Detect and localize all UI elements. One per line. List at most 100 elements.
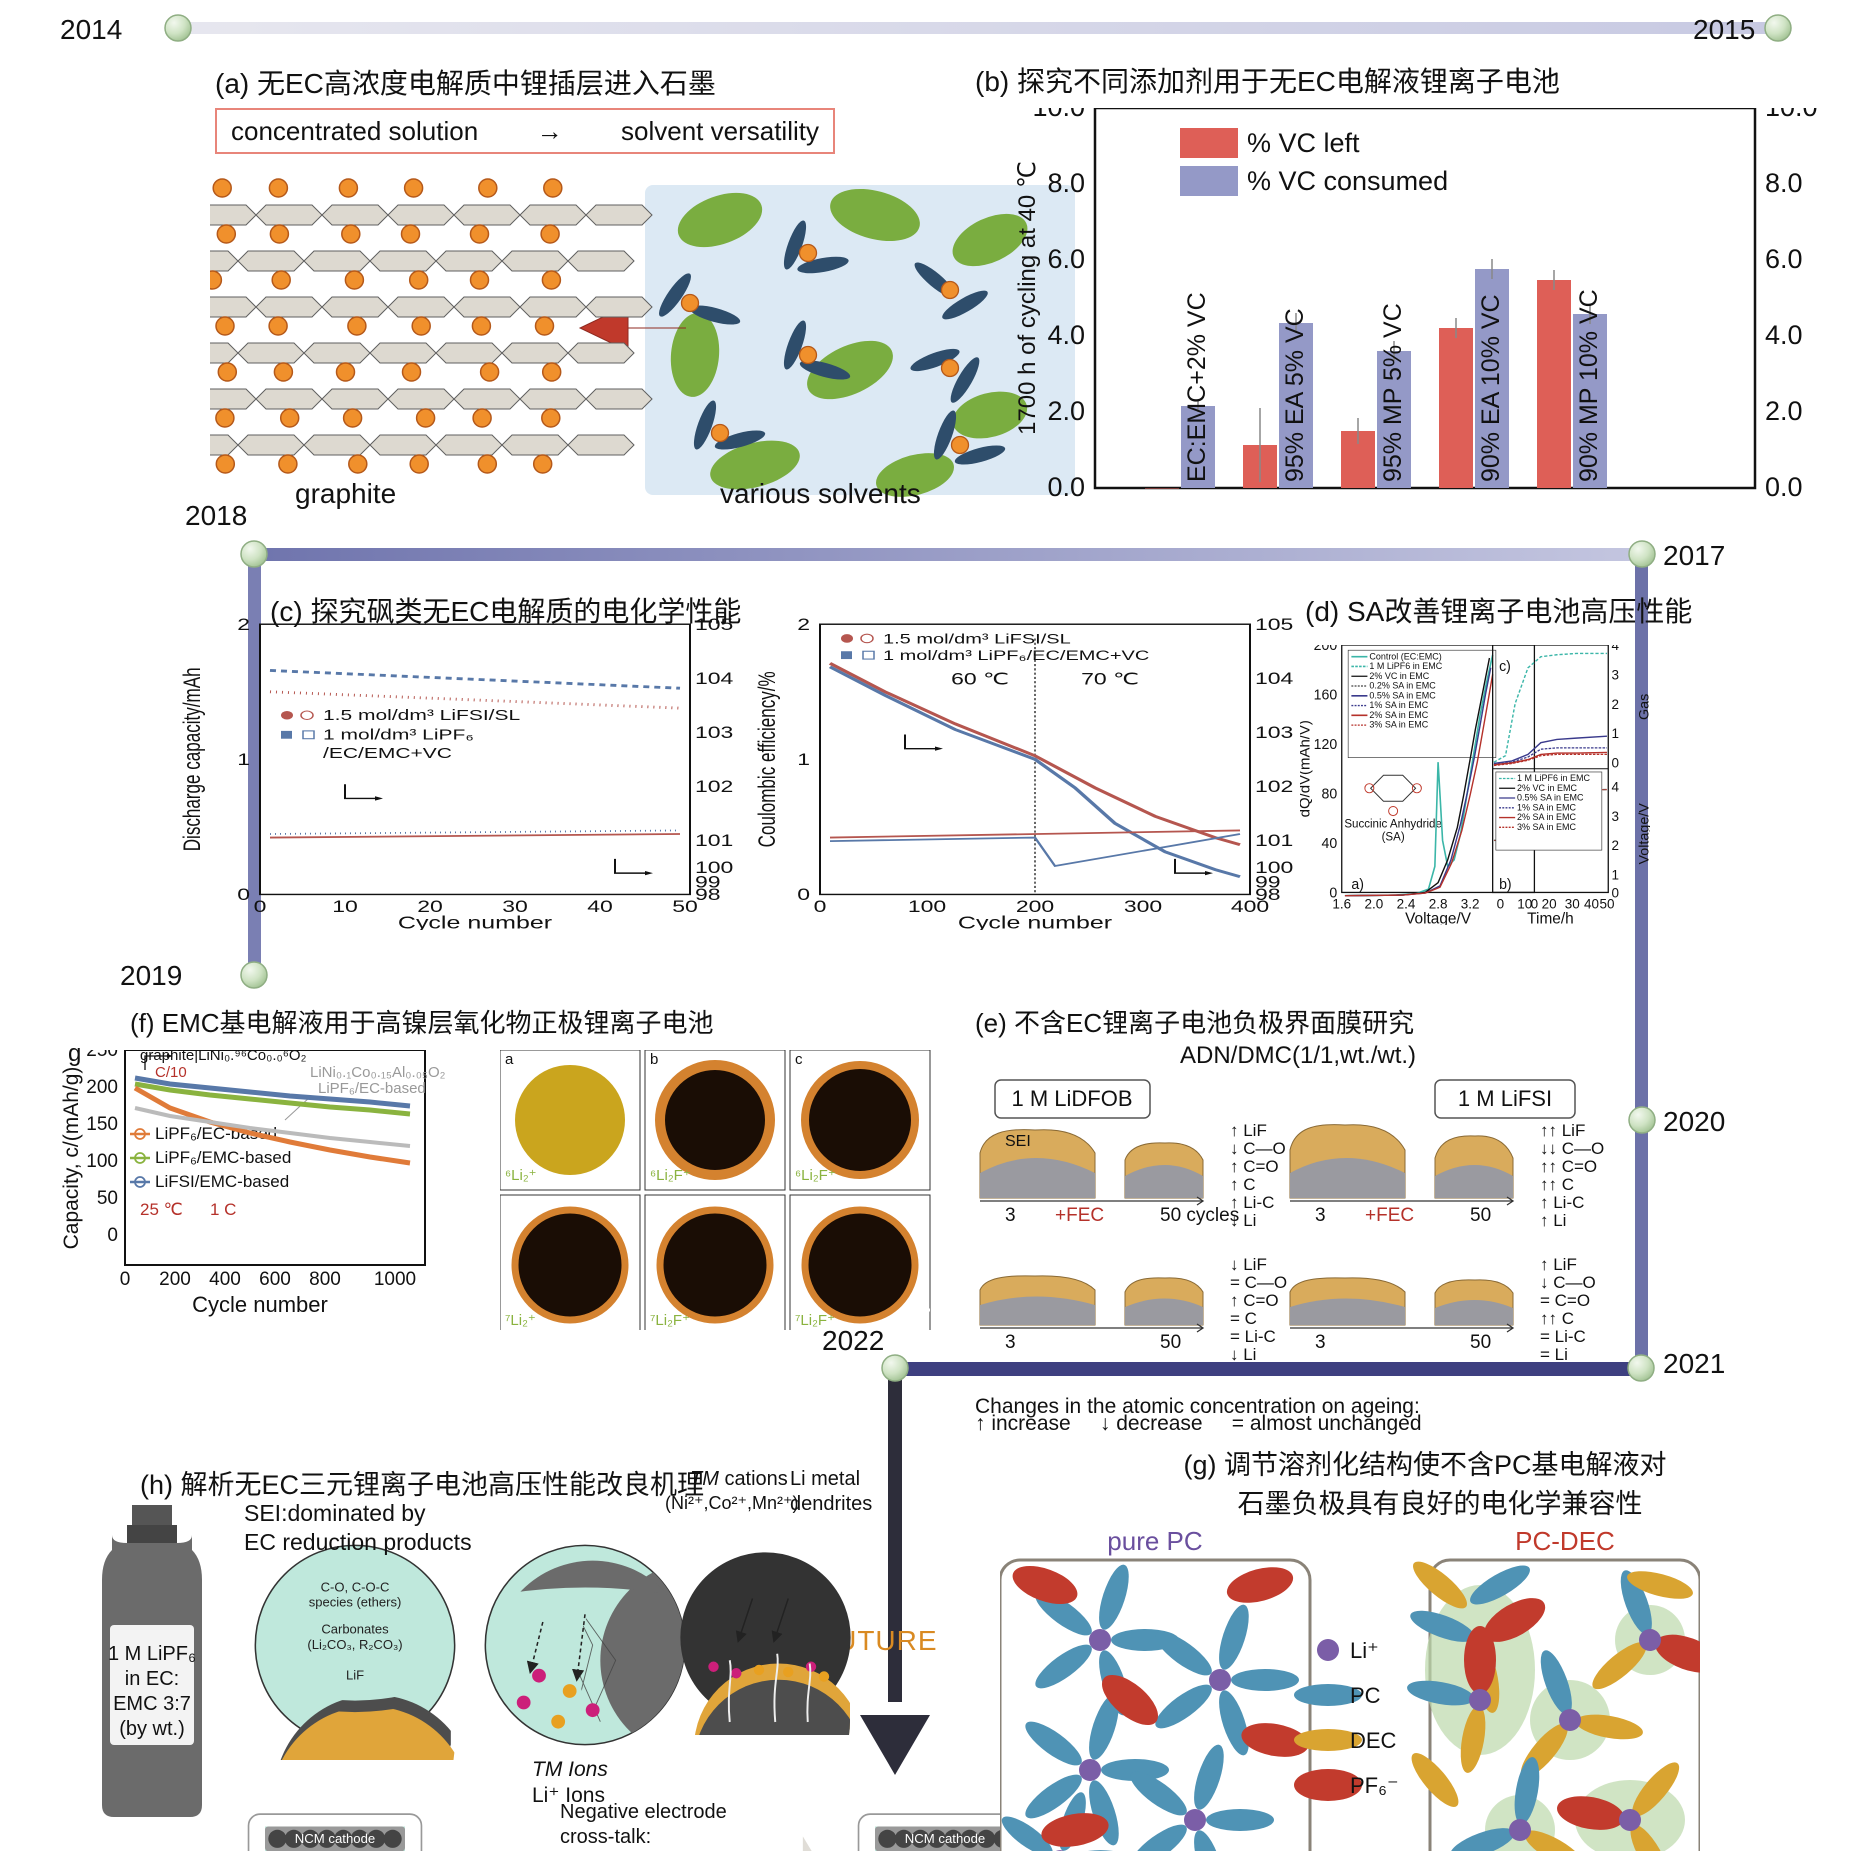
svg-text:3: 3 [1611,667,1619,682]
svg-text:160: 160 [1314,688,1338,704]
svg-text:2.0: 2.0 [1364,897,1383,912]
svg-text:300: 300 [1124,898,1162,916]
svg-text:↓ C—O: ↓ C—O [1230,1139,1286,1158]
svg-text:1 M LiPF6 in EMC: 1 M LiPF6 in EMC [1517,773,1590,783]
svg-text:Cycle number: Cycle number [958,912,1112,930]
svg-text:0: 0 [814,898,827,916]
svg-text:LiF: LiF [346,1668,364,1683]
svg-text:1 mol/dm³ LiPF₆/EC/EMC+VC: 1 mol/dm³ LiPF₆/EC/EMC+VC [883,647,1149,663]
svg-text:50: 50 [1160,1332,1181,1353]
svg-text:(by wt.): (by wt.) [119,1718,185,1740]
svg-text:4.0: 4.0 [1047,320,1085,350]
svg-text:200: 200 [1314,645,1338,654]
svg-text:↑↑ C: ↑↑ C [1540,1175,1574,1194]
svg-text:0: 0 [120,1269,131,1290]
svg-text:= C=O: = C=O [1540,1291,1590,1310]
svg-text:+FEC: +FEC [1365,1205,1414,1226]
svg-text:40: 40 [587,898,613,916]
svg-text:↑ LiF: ↑ LiF [1540,1255,1577,1274]
svg-text:0.2% SA in EMC: 0.2% SA in EMC [1369,681,1436,691]
svg-text:1 M LiPF₆: 1 M LiPF₆ [108,1643,196,1665]
svg-text:1 M LiPF6 in EMC: 1 M LiPF6 in EMC [1369,661,1442,671]
svg-text:0: 0 [797,886,810,904]
svg-text:↓↓ C—O: ↓↓ C—O [1540,1139,1604,1158]
svg-text:dQ/dV(mAh/V): dQ/dV(mAh/V) [1300,720,1314,817]
svg-text:1: 1 [1611,867,1619,882]
svg-text:↑↑ C=O: ↑↑ C=O [1540,1157,1597,1176]
svg-text:b): b) [1499,877,1512,893]
svg-text:103: 103 [695,724,733,742]
svg-text:↑↑ LiF: ↑↑ LiF [1540,1121,1585,1140]
svg-text:0.0: 0.0 [1765,472,1803,502]
svg-text:= Li-C: = Li-C [1230,1327,1276,1346]
svg-text:0: 0 [1611,755,1619,770]
svg-text:400: 400 [209,1269,241,1290]
svg-text:40: 40 [1584,897,1599,912]
svg-text:4: 4 [1611,645,1619,653]
svg-text:% VC left: % VC left [1247,128,1360,158]
svg-text:Carbonates: Carbonates [321,1622,389,1637]
svg-text:103: 103 [1255,724,1293,742]
svg-text:10.0: 10.0 [1032,108,1085,122]
svg-text:2: 2 [797,616,810,634]
svg-text:graphite|LiNi₀.⁹⁶Co₀.₀⁶O₂: graphite|LiNi₀.⁹⁶Co₀.₀⁶O₂ [140,1050,307,1064]
svg-text:4.0: 4.0 [1765,320,1803,350]
svg-text:Gas: Gas [1637,694,1650,720]
svg-text:Li⁺: Li⁺ [1350,1638,1379,1663]
svg-text:102: 102 [1255,778,1293,796]
svg-text:0: 0 [1497,897,1505,912]
svg-text:50 cycles: 50 cycles [1160,1205,1239,1226]
svg-text:1.6: 1.6 [1332,897,1351,912]
svg-text:= Li: = Li [1540,1345,1568,1364]
svg-text:3% SA in EMC: 3% SA in EMC [1517,822,1576,832]
svg-text:= C—O: = C—O [1230,1273,1287,1292]
svg-text:200: 200 [86,1077,118,1098]
svg-text:1: 1 [237,751,250,769]
svg-text:3: 3 [1005,1205,1016,1226]
svg-text:= C: = C [1230,1309,1257,1328]
svg-text:Succinic Anhydride: Succinic Anhydride [1344,817,1442,830]
svg-text:c: c [795,1051,803,1068]
svg-text:Discharge capacity/mAh: Discharge capacity/mAh [179,667,206,851]
svg-text:2% VC in EMC: 2% VC in EMC [1369,671,1429,681]
svg-text:8.0: 8.0 [1047,168,1085,198]
svg-text:3: 3 [1611,809,1619,824]
svg-text:Control (EC:EMC): Control (EC:EMC) [1369,651,1441,661]
svg-text:% VC consumed: % VC consumed [1247,166,1448,196]
svg-text:↑ C: ↑ C [1230,1175,1256,1194]
svg-text:Time/h: Time/h [1527,911,1574,925]
svg-text:2% SA in EMC: 2% SA in EMC [1369,710,1428,720]
svg-text:2% VC in EMC: 2% VC in EMC [1517,783,1577,793]
svg-text:c): c) [1499,659,1511,675]
svg-text:↑ Li-C: ↑ Li-C [1540,1193,1584,1212]
svg-text:(SA): (SA) [1382,830,1405,843]
svg-text:1 mol/dm³ LiPF₆: 1 mol/dm³ LiPF₆ [323,726,474,742]
svg-text:2% SA in EMC: 2% SA in EMC [1517,812,1576,822]
svg-text:1000: 1000 [374,1269,416,1290]
svg-text:70 ℃: 70 ℃ [1081,671,1139,689]
svg-text:105: 105 [1255,616,1293,634]
svg-text:20: 20 [1542,897,1557,912]
svg-text:EMC 3:7: EMC 3:7 [113,1693,191,1715]
svg-text:Voltage/V: Voltage/V [1637,803,1650,865]
svg-text:species (ethers): species (ethers) [309,1595,402,1610]
svg-text:6.0: 6.0 [1047,244,1085,274]
svg-text:PC: PC [1350,1683,1381,1708]
svg-text:/EC/EMC+VC: /EC/EMC+VC [323,745,452,761]
svg-text:2: 2 [1611,697,1619,712]
svg-text:C/10: C/10 [155,1064,187,1081]
svg-text:+FEC: +FEC [1055,1205,1104,1226]
svg-text:50: 50 [1599,897,1614,912]
svg-text:Capacity, c/(mAh/g): Capacity, c/(mAh/g) [60,1067,83,1250]
svg-text:LiPF₆/EC-based: LiPF₆/EC-based [318,1080,426,1097]
svg-text:↑ LiF: ↑ LiF [1230,1121,1267,1140]
svg-text:98: 98 [695,886,721,904]
svg-text:101: 101 [1255,832,1293,850]
svg-text:3: 3 [1315,1205,1326,1226]
svg-text:0: 0 [107,1225,118,1246]
svg-text:1700 h of cycling at 40 ℃: 1700 h of cycling at 40 ℃ [1015,161,1041,435]
svg-text:⁶Li₂F⁺: ⁶Li₂F⁺ [650,1167,691,1184]
svg-text:100: 100 [86,1151,118,1172]
svg-text:⁷Li₂F⁺: ⁷Li₂F⁺ [795,1312,835,1329]
svg-text:SEI: SEI [1005,1133,1031,1150]
